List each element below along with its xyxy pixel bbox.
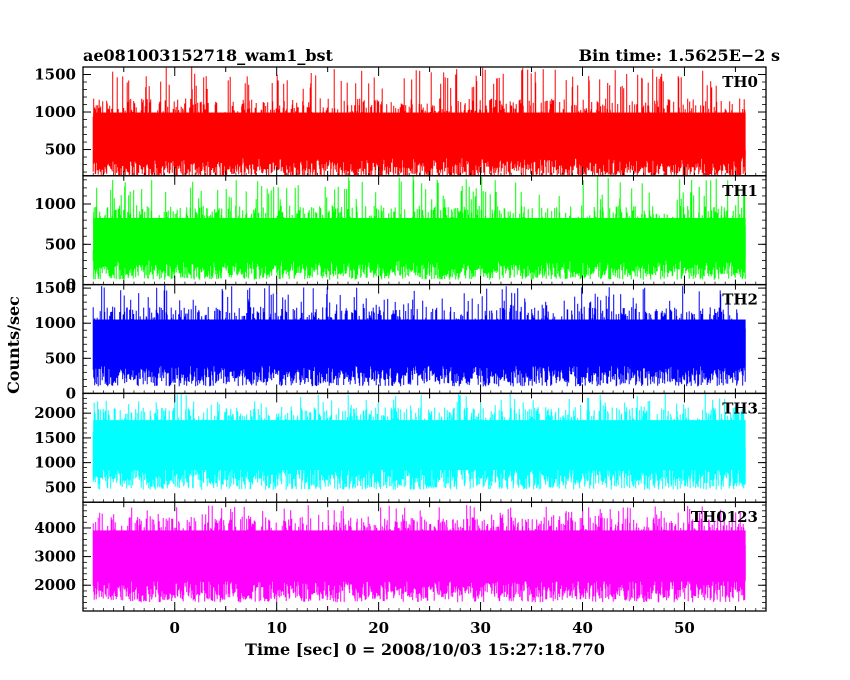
panel-th0: 500 1000 1500 TH0 <box>34 66 767 177</box>
y-tick-label: 1000 <box>34 103 76 121</box>
y-tick-label: 500 <box>45 478 76 496</box>
bin-time-label: Bin time: 1.5625E−2 s <box>579 46 780 65</box>
y-tick-label: 1000 <box>34 454 76 472</box>
y-tick-label: 1000 <box>34 314 76 332</box>
panel-th1: 0 500 1000 TH1 <box>34 175 767 294</box>
y-tick-label: 0 <box>66 276 76 294</box>
x-tick-label: 40 <box>572 619 593 637</box>
series-band-th1 <box>93 217 746 260</box>
y-tick-label: 1000 <box>34 195 76 213</box>
x-tick-label: 30 <box>470 619 491 637</box>
y-tick-label: 0 <box>66 384 76 402</box>
series-band-th3 <box>93 420 746 471</box>
x-tick-label: 10 <box>266 619 287 637</box>
y-tick-label: 1500 <box>34 279 76 297</box>
panel-th3: 500 1000 1500 2000 TH3 <box>34 392 767 503</box>
panel-label-th3: TH3 <box>722 399 758 417</box>
y-tick-label: 1500 <box>34 66 76 84</box>
y-tick-label: 2000 <box>34 576 76 594</box>
y-tick-label: 500 <box>45 235 76 253</box>
series-band-th0123 <box>93 530 746 582</box>
panel-label-th0: TH0 <box>722 73 758 91</box>
panel-label-th1: TH1 <box>722 182 758 200</box>
y-tick-label: 4000 <box>34 519 76 537</box>
series-band-th0 <box>93 112 746 156</box>
y-tick-label: 3000 <box>34 548 76 566</box>
panel-th2: 0 500 1000 1500 TH2 <box>34 279 767 402</box>
chart-title: ae081003152718_wam1_bst <box>83 46 334 65</box>
panel-label-th0123: TH0123 <box>691 508 758 526</box>
x-tick-label: 20 <box>368 619 389 637</box>
y-tick-label: 500 <box>45 141 76 159</box>
x-axis-label: Time [sec] 0 = 2008/10/03 15:27:18.770 <box>245 640 605 659</box>
panel-label-th2: TH2 <box>722 291 758 309</box>
x-tick-label: 50 <box>674 619 695 637</box>
panel-th0123: 2000 3000 4000 TH0123 <box>34 501 767 612</box>
y-tick-label: 500 <box>45 349 76 367</box>
y-tick-label: 1500 <box>34 429 76 447</box>
y-axis-label: Counts/sec <box>4 296 23 394</box>
y-tick-label: 2000 <box>34 404 76 422</box>
series-band-th2 <box>93 319 746 367</box>
x-tick-label: 0 <box>170 619 180 637</box>
